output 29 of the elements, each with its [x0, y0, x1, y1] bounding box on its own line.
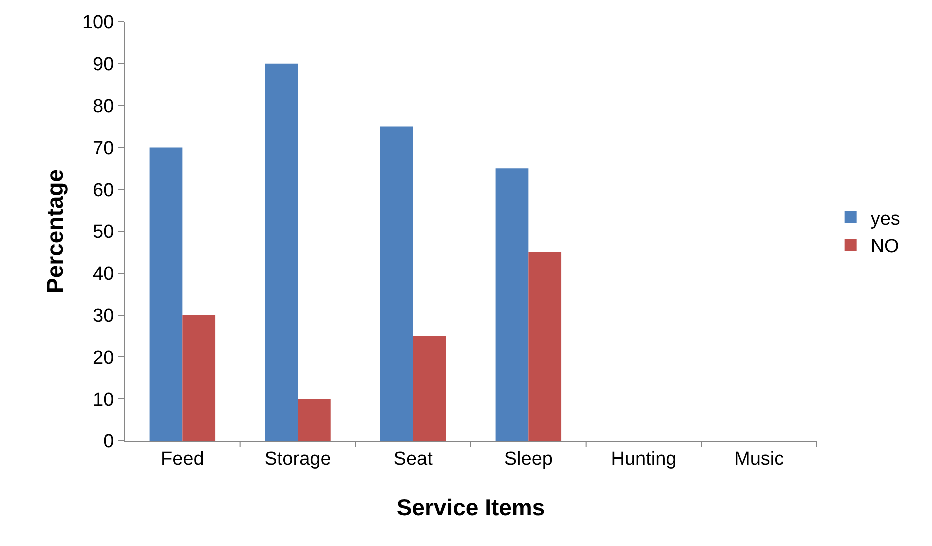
bar [298, 399, 331, 441]
x-tick-label: Sleep [504, 448, 553, 470]
y-tick-label: 90 [93, 54, 114, 76]
y-tick-label: 30 [93, 306, 114, 327]
legend-label: NO [870, 236, 900, 258]
x-axis-title: Service Items [396, 494, 546, 520]
x-tick-label: Storage [264, 448, 332, 470]
y-tick-label: 20 [93, 348, 114, 369]
bar [182, 315, 216, 441]
y-tick-label: 80 [93, 96, 114, 118]
y-axis-title: Percentage [42, 169, 68, 294]
bar [265, 64, 298, 441]
bar [528, 252, 562, 441]
y-tick-label: 0 [104, 432, 114, 453]
y-tick-label: 10 [93, 390, 114, 411]
x-tick-label: Seat [394, 448, 434, 470]
legend-label: yes [870, 208, 900, 230]
bar [413, 336, 446, 441]
y-tick-label: 100 [82, 12, 114, 34]
x-tick-label: Feed [161, 448, 204, 470]
x-tick-label: Music [734, 448, 784, 470]
y-tick-label: 70 [93, 138, 114, 160]
y-tick-label: 50 [93, 222, 114, 244]
bar [150, 148, 183, 441]
x-tick-label: Hunting [611, 448, 677, 470]
bar [380, 126, 414, 441]
bar [496, 168, 529, 441]
y-tick-label: 40 [93, 264, 114, 286]
y-tick-label: 60 [93, 180, 114, 202]
